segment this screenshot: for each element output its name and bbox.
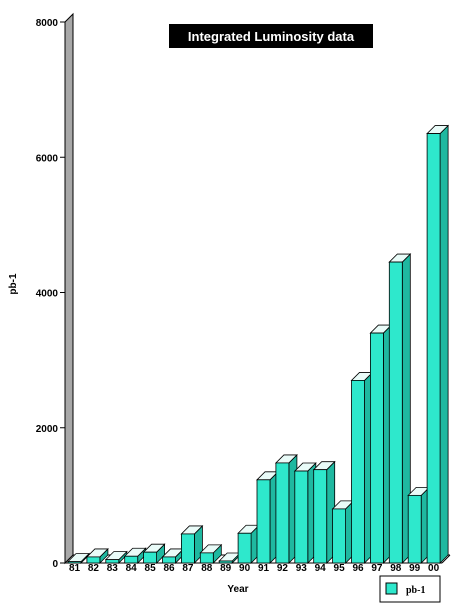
y-axis-wall (64, 12, 74, 565)
legend-label: pb-1 (406, 585, 425, 596)
bar (293, 462, 317, 564)
bar-front (275, 462, 290, 564)
x-tick-label: 86 (163, 563, 175, 574)
bar-front (313, 469, 328, 564)
bar (199, 543, 223, 564)
x-tick-label: 95 (334, 563, 346, 574)
bar-front (67, 561, 82, 564)
bar (256, 470, 279, 564)
x-tick-label: 92 (277, 563, 289, 574)
bar (388, 253, 412, 564)
x-tick-label: 84 (126, 563, 138, 574)
x-tick-label: 91 (258, 563, 270, 574)
bar (274, 453, 298, 564)
x-tick-label: 00 (428, 563, 440, 574)
bar (426, 124, 450, 564)
x-tick-label: 81 (69, 563, 81, 574)
bar-series (67, 124, 450, 564)
chart-title: Integrated Luminosity data (188, 29, 355, 44)
bar-front (199, 552, 214, 564)
x-tick-label: 87 (182, 563, 194, 574)
x-axis-end-line (441, 554, 451, 564)
x-tick-label: 88 (201, 563, 213, 574)
x-tick-label: 83 (107, 563, 119, 574)
bar-front (388, 261, 403, 564)
y-tick-label: 0 (52, 559, 58, 570)
bar (123, 547, 147, 564)
bar-front (124, 555, 139, 564)
bar-front (332, 508, 347, 564)
bar-front (105, 559, 120, 564)
bar (67, 552, 90, 564)
bar (180, 524, 204, 564)
chart-title-background (169, 24, 373, 48)
bar-front (143, 551, 158, 564)
bar (369, 324, 393, 564)
bar-front (407, 494, 422, 564)
bar (104, 550, 128, 564)
bar-front (256, 479, 271, 564)
x-tick-label: 85 (145, 563, 157, 574)
x-tick-label: 94 (315, 563, 327, 574)
bar (161, 547, 185, 564)
bar-front (369, 332, 384, 564)
bar (85, 547, 109, 564)
x-axis-title: Year (227, 584, 248, 595)
x-tick-label: 99 (409, 563, 421, 574)
x-tick-label: 98 (390, 563, 402, 574)
x-tick-label: 97 (371, 563, 383, 574)
y-tick-label: 8000 (36, 18, 59, 29)
bar (218, 552, 242, 564)
legend: pb-1 (379, 575, 441, 603)
x-axis-ticks: 81 82 83 84 85 86 87 88 89 90 91 92 93 94 95 96 97 98 99 00 (69, 563, 440, 574)
bar-front (426, 133, 441, 564)
bar (142, 543, 166, 564)
y-axis-ticks: 0 2000 4000 6000 8000 (36, 18, 65, 570)
bar (312, 460, 336, 564)
bar-front (180, 533, 195, 564)
legend-box (379, 575, 441, 603)
bar-front (162, 556, 176, 564)
x-tick-label: 93 (296, 563, 308, 574)
bar-front (218, 560, 233, 564)
y-axis-title: pb-1 (8, 273, 19, 295)
legend-swatch (385, 582, 398, 595)
x-tick-label: 96 (352, 563, 364, 574)
x-tick-label: 82 (88, 563, 100, 574)
bar-front (294, 470, 309, 564)
y-tick-label: 2000 (36, 424, 59, 435)
bar-side (439, 124, 449, 564)
x-tick-label: 90 (239, 563, 251, 574)
bar-front (351, 380, 365, 564)
bar-front (86, 556, 101, 564)
bar (237, 524, 261, 564)
bar (350, 371, 374, 564)
y-tick-label: 6000 (36, 153, 59, 164)
bar (407, 486, 431, 564)
bar (331, 499, 355, 564)
x-tick-label: 89 (220, 563, 232, 574)
bar-front (237, 532, 252, 564)
y-tick-label: 4000 (36, 289, 59, 300)
